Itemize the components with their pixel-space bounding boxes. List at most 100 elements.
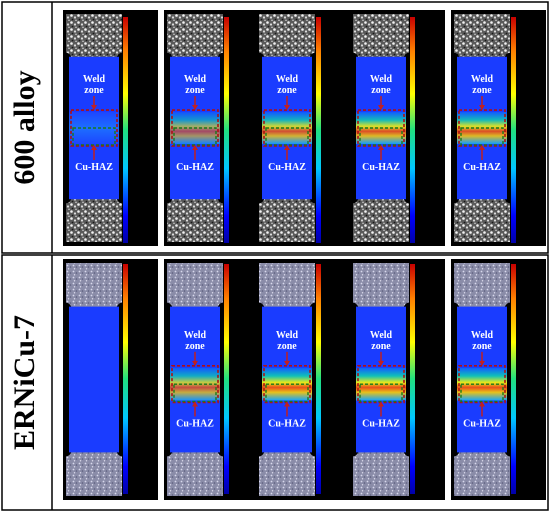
- colorbar-tick-label: 0.027: [324, 420, 343, 430]
- colorbar-tick-label: 0.230: [519, 285, 538, 295]
- colorbar-tick-label: 0.075: [418, 97, 437, 107]
- colorbar-tick-label: 0.250: [519, 259, 538, 269]
- colorbar-tick-label: 0.033: [232, 12, 251, 22]
- colorbar: [316, 264, 321, 494]
- weld-zone-label: zone: [185, 341, 205, 352]
- weld-zone-arrowhead: [91, 105, 97, 111]
- cu-haz-label: Cu-HAZ: [176, 418, 214, 429]
- weld-zone-arrowhead: [192, 105, 198, 111]
- colorbar-tick-label: 0.077: [324, 305, 343, 315]
- colorbar-tick-label: 0.045: [418, 153, 437, 163]
- colorbar-tick-label: 0.202: [519, 310, 538, 320]
- colorbar-tick-label: 0.174: [519, 336, 539, 346]
- weld-zone-label: Weld: [83, 74, 106, 85]
- colorbar-tick-label: 0.006: [131, 141, 150, 151]
- specimen-gauge: [69, 306, 119, 453]
- colorbar-tick-label: 0.007: [324, 466, 343, 476]
- colorbar-tick-label: 0.015: [418, 463, 437, 473]
- colorbar-tick-label: 0.004: [232, 210, 252, 220]
- weld-zone-label: zone: [371, 341, 391, 352]
- colorbar: [123, 17, 128, 243]
- colorbar-tick-label: 0.010: [131, 77, 150, 87]
- colorbar-tick-label: 0.046: [418, 412, 437, 422]
- colorbar-tick-label: 0.003: [131, 463, 150, 473]
- specimen-grip-top: [167, 263, 223, 309]
- colorbar-tick-label: 0.087: [324, 282, 343, 292]
- colorbar-tick-label: 0.116: [519, 387, 538, 397]
- colorbar-tick-label: 0.067: [324, 328, 343, 338]
- colorbar-tick-label: 0.058: [519, 438, 538, 448]
- colorbar-tick-label: 0.057: [324, 351, 343, 361]
- weld-zone-arrowhead: [192, 360, 198, 366]
- cu-haz-arrowhead: [284, 144, 290, 150]
- specimen-grip-top: [167, 14, 223, 59]
- colorbar-tick-label: 0.031: [418, 438, 437, 448]
- colorbar-tick-label: 0.070: [324, 62, 343, 72]
- weld-zone-arrowhead: [284, 360, 290, 366]
- weld-zone-label: Weld: [276, 330, 299, 341]
- colorbar-tick-label: 0.054: [232, 259, 252, 269]
- colorbar-tick-label: 0.000: [131, 238, 150, 248]
- specimen-grip-top: [66, 14, 122, 59]
- colorbar-tick-label: 0.024: [232, 69, 252, 79]
- weld-zone-label: Weld: [370, 330, 393, 341]
- row-label: 600 alloy: [8, 70, 41, 184]
- colorbar-tick-label: 0.030: [232, 374, 251, 384]
- colorbar-tick-label: 0.120: [519, 69, 538, 79]
- colorbar-tick-label: 0.012: [232, 460, 251, 470]
- weld-zone-label: Weld: [276, 74, 299, 85]
- colorbar-tick-label: 0.030: [324, 163, 343, 173]
- colorbar-tick-label: 0.000: [418, 489, 437, 499]
- weld-zone-label: zone: [277, 85, 297, 96]
- colorbar-tick-label: 0.111: [418, 12, 437, 22]
- cu-haz-box: [460, 127, 504, 146]
- colorbar-tick-label: 0.006: [232, 489, 251, 499]
- weld-zone-label: zone: [277, 341, 297, 352]
- colorbar-tick-label: 0.000: [324, 489, 343, 499]
- colorbar-tick-label: 0.018: [232, 432, 251, 442]
- specimen-grip-bottom: [353, 197, 409, 242]
- specimen-grip-bottom: [66, 197, 122, 242]
- colorbar-tick-label: 0.105: [418, 40, 437, 50]
- cu-haz-arrowhead: [378, 401, 384, 407]
- specimen-grip-top: [454, 263, 510, 309]
- colorbar-tick-label: 0.090: [418, 69, 437, 79]
- colorbar-tick-label: 0.140: [418, 259, 437, 269]
- cu-haz-label: Cu-HAZ: [463, 162, 501, 173]
- weld-zone-label: zone: [472, 85, 492, 96]
- cu-haz-label: Cu-HAZ: [463, 418, 501, 429]
- cu-haz-arrowhead: [192, 144, 198, 150]
- colorbar-tick-label: 0.048: [232, 288, 251, 298]
- cu-haz-arrowhead: [479, 144, 485, 150]
- weld-zone-arrowhead: [284, 105, 290, 111]
- colorbar-tick-label: 0.060: [519, 153, 538, 163]
- colorbar-tick-label: 0.047: [324, 374, 343, 384]
- colorbar-tick-label: 0.108: [418, 310, 437, 320]
- colorbar-tick-label: 0.020: [324, 188, 343, 198]
- colorbar-tick-label: 0.024: [232, 403, 252, 413]
- row-1: ERNiCu-70.0340.0310.0270.0230.0190.0150.…: [1, 254, 549, 511]
- weld-zone-label: Weld: [184, 330, 207, 341]
- weld-zone-arrowhead: [479, 360, 485, 366]
- colorbar-tick-label: 0.164: [519, 12, 539, 22]
- specimen-grip-bottom: [167, 450, 223, 496]
- colorbar-tick-label: 0.015: [131, 387, 150, 397]
- strain-panel: 0.034 0.031 0.027 0.023 0.019 0.015 0.011 0.007…: [63, 259, 158, 500]
- colorbar-tick-label: 0.050: [324, 112, 343, 122]
- colorbar-tick-label: 0.012: [131, 44, 150, 54]
- colorbar-tick-label: 0.015: [418, 210, 437, 220]
- colorbar-tick-label: 0.087: [519, 412, 538, 422]
- colorbar-tick-label: 0.000: [324, 238, 343, 248]
- colorbar-tick-label: 0.019: [131, 361, 150, 371]
- weld-zone-label: zone: [472, 341, 492, 352]
- cu-haz-label: Cu-HAZ: [362, 162, 400, 173]
